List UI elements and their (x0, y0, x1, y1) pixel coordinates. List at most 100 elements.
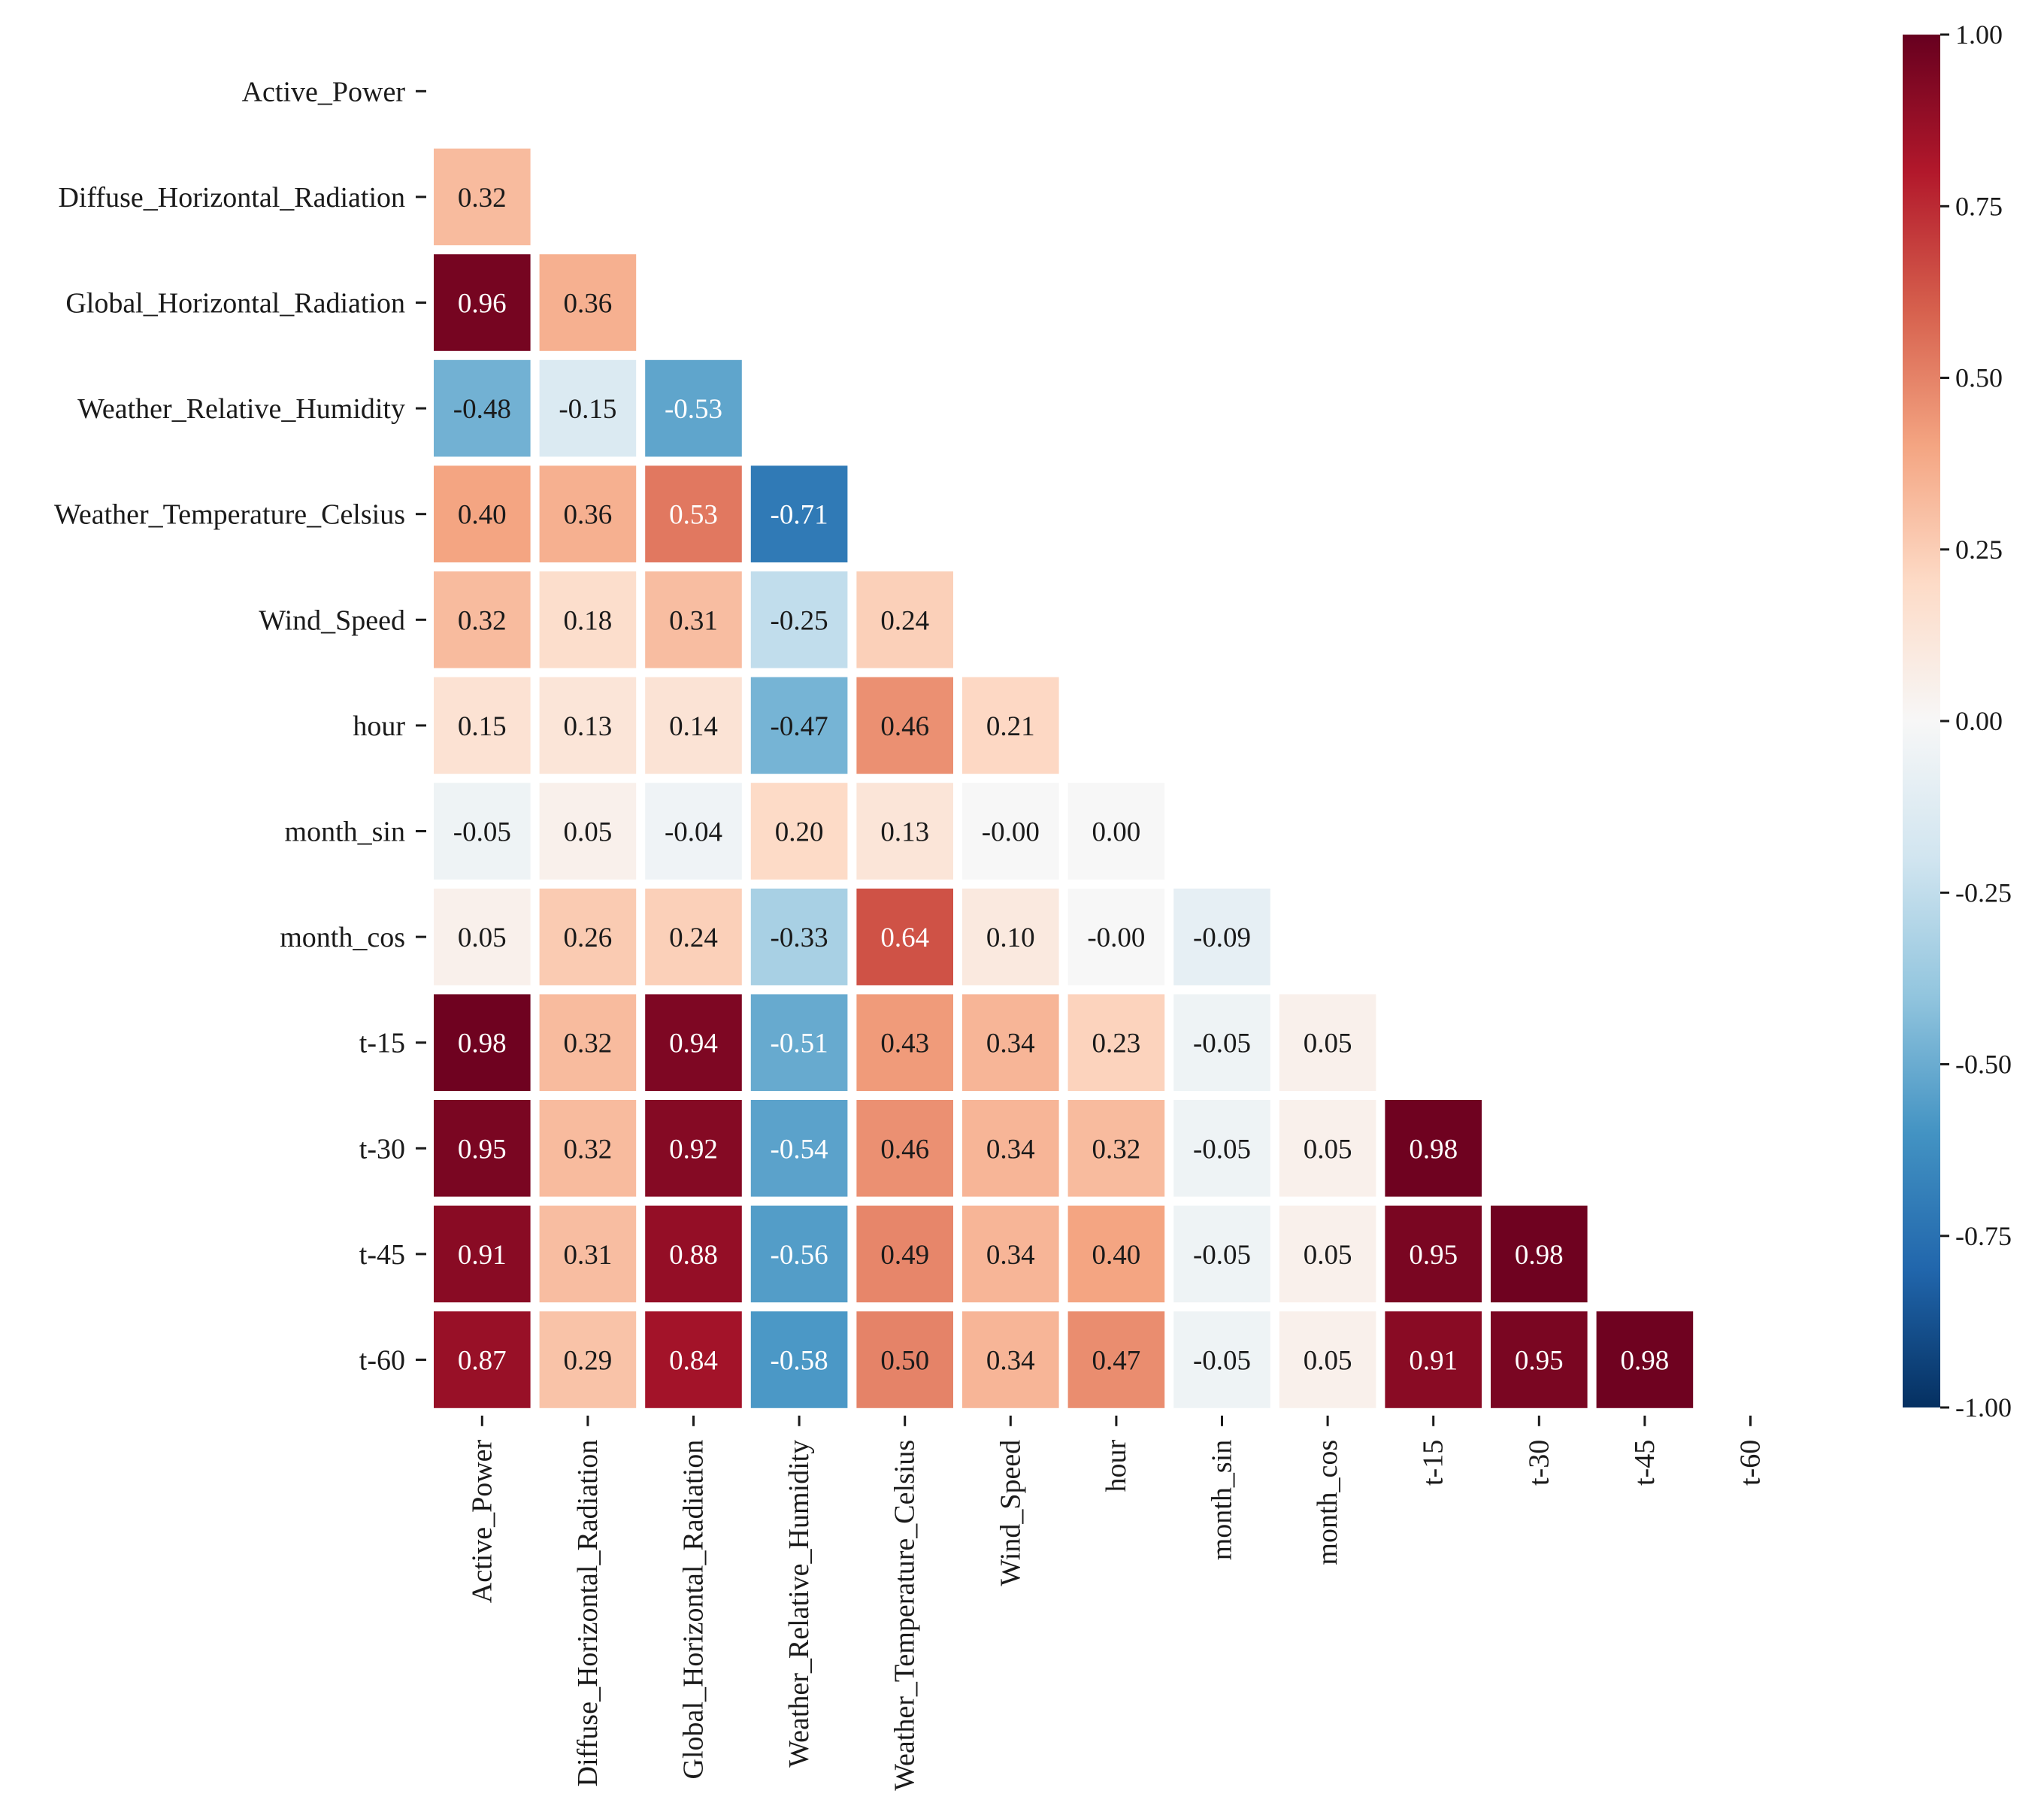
colorbar-tick-label-0: 1.00 (1955, 20, 2003, 50)
heatmap-cell-label-7-4: 0.13 (880, 817, 929, 848)
heatmap-cell-6-2 (645, 677, 742, 774)
heatmap-cell-9-8 (1279, 994, 1376, 1091)
y-tick-label-12: t-60 (359, 1345, 405, 1377)
heatmap-cell-label-10-6: 0.32 (1092, 1134, 1141, 1165)
heatmap-cell-5-0 (434, 571, 531, 668)
heatmap-cell-label-11-8: 0.05 (1304, 1240, 1352, 1271)
heatmap-cell-6-3 (750, 677, 848, 774)
x-tick-label-5: Wind_Speed (995, 1440, 1026, 1586)
heatmap-cell-7-3 (750, 783, 848, 880)
heatmap-cell-3-0 (434, 359, 531, 457)
heatmap-cell-12-0 (434, 1311, 531, 1408)
y-tick-label-3: Weather_Relative_Humidity (77, 393, 405, 425)
heatmap-cell-12-3 (750, 1311, 848, 1408)
heatmap-cell-label-12-4: 0.50 (880, 1346, 929, 1377)
heatmap-cell-7-5 (962, 783, 1059, 880)
heatmap-cell-label-11-1: 0.31 (564, 1240, 613, 1271)
colorbar: 1.00 0.75 0.50 0.25 0.00 -0.25 -0.50 -0.75 -1.00 (1903, 20, 2012, 1423)
heatmap-cell-label-12-0: 0.87 (458, 1346, 507, 1377)
heatmap-cell-label-10-8: 0.05 (1304, 1134, 1352, 1165)
heatmap-cell-5-2 (645, 571, 742, 668)
y-tick-label-2: Global_Horizontal_Radiation (65, 288, 405, 320)
heatmap-cell-label-11-2: 0.88 (669, 1240, 718, 1271)
heatmap-cell-label-10-4: 0.46 (880, 1134, 929, 1165)
x-axis: Active_Power Diffuse_Horizontal_Radiation… (466, 1415, 1767, 1791)
heatmap-cell-labels: 0.32 0.96 0.36 -0.48 -0.15 -0.53 0.40 0.36 0.53 -… (453, 183, 1670, 1377)
heatmap-cell-label-3-1: -0.15 (559, 394, 616, 425)
heatmap-cell-label-6-3: -0.47 (771, 711, 828, 742)
heatmap-cell-6-0 (434, 677, 531, 774)
heatmap-cell-label-5-0: 0.32 (458, 605, 507, 636)
heatmap-cell-label-9-5: 0.34 (986, 1029, 1035, 1059)
colorbar-tick-label-4: 0.00 (1955, 706, 2003, 736)
heatmap-cell-7-6 (1067, 783, 1165, 880)
heatmap-cell-8-3 (750, 888, 848, 986)
heatmap-cell-label-10-7: -0.05 (1193, 1134, 1251, 1165)
heatmap-cell-label-9-6: 0.23 (1092, 1029, 1141, 1059)
heatmap-cell-label-8-1: 0.26 (564, 923, 613, 953)
y-tick-label-4: Weather_Temperature_Celsius (54, 499, 405, 531)
heatmap-cell-11-0 (434, 1205, 531, 1303)
y-tick-label-10: t-30 (359, 1133, 405, 1165)
heatmap-cell-9-3 (750, 994, 848, 1091)
x-tick-label-4: Weather_Temperature_Celsius (889, 1440, 921, 1791)
heatmap-cell-label-11-4: 0.49 (880, 1240, 929, 1271)
colorbar-tick-label-1: 0.75 (1955, 191, 2003, 221)
heatmap-cell-label-8-0: 0.05 (458, 923, 507, 953)
heatmap-cell-12-2 (645, 1311, 742, 1408)
heatmap-cell-8-7 (1173, 888, 1270, 986)
heatmap-cells (434, 148, 1694, 1408)
heatmap-cell-label-9-8: 0.05 (1304, 1029, 1352, 1059)
heatmap-cell-label-9-7: -0.05 (1193, 1029, 1251, 1059)
x-tick-label-8: month_cos (1312, 1440, 1343, 1565)
heatmap-cell-9-6 (1067, 994, 1165, 1091)
heatmap-cell-12-11 (1596, 1311, 1694, 1408)
colorbar-tick-label-7: -0.75 (1955, 1221, 2012, 1251)
heatmap-cell-11-4 (856, 1205, 953, 1303)
y-tick-label-8: month_cos (280, 922, 405, 953)
heatmap-cell-11-8 (1279, 1205, 1376, 1303)
heatmap-cell-7-2 (645, 783, 742, 880)
colorbar-tick-label-2: 0.50 (1955, 363, 2003, 393)
heatmap-cell-12-9 (1385, 1311, 1482, 1408)
heatmap-cell-label-7-3: 0.20 (775, 817, 824, 848)
heatmap-cell-label-8-5: 0.10 (986, 923, 1035, 953)
x-tick-label-10: t-30 (1523, 1440, 1555, 1486)
y-tick-label-0: Active_Power (242, 76, 406, 108)
heatmap-cell-label-12-2: 0.84 (669, 1346, 718, 1377)
heatmap-cell-label-8-4: 0.64 (880, 923, 929, 953)
heatmap-cell-label-2-0: 0.96 (458, 289, 507, 320)
colorbar-tick-label-8: -1.00 (1955, 1392, 2012, 1423)
x-tick-label-9: t-15 (1418, 1440, 1449, 1486)
heatmap-cell-12-6 (1067, 1311, 1165, 1408)
heatmap-cell-6-4 (856, 677, 953, 774)
colorbar-tick-label-3: 0.25 (1955, 535, 2003, 565)
heatmap-cell-label-12-8: 0.05 (1304, 1346, 1352, 1377)
heatmap-cell-label-9-4: 0.43 (880, 1029, 929, 1059)
heatmap-cell-9-5 (962, 994, 1059, 1091)
heatmap-cell-5-1 (539, 571, 637, 668)
heatmap-cell-label-7-6: 0.00 (1092, 817, 1141, 848)
y-axis: Active_Power Diffuse_Horizontal_Radiation… (54, 76, 426, 1377)
heatmap-cell-label-11-6: 0.40 (1092, 1240, 1141, 1271)
heatmap-cell-label-10-0: 0.95 (458, 1134, 507, 1165)
heatmap-cell-9-0 (434, 994, 531, 1091)
heatmap-cell-9-1 (539, 994, 637, 1091)
heatmap-cell-label-3-2: -0.53 (665, 394, 722, 425)
heatmap-cell-label-12-6: 0.47 (1092, 1346, 1141, 1377)
heatmap-cell-label-7-2: -0.04 (665, 817, 722, 848)
heatmap-cell-label-10-5: 0.34 (986, 1134, 1035, 1165)
colorbar-gradient (1903, 35, 1940, 1407)
heatmap-cell-label-11-3: -0.56 (771, 1240, 828, 1271)
heatmap-cell-10-3 (750, 1100, 848, 1197)
heatmap-cell-label-4-0: 0.40 (458, 500, 507, 531)
heatmap-cell-label-11-9: 0.95 (1409, 1240, 1458, 1271)
colorbar-tick-label-6: -0.50 (1955, 1050, 2012, 1080)
heatmap-cell-3-2 (645, 359, 742, 457)
heatmap-cell-2-0 (434, 254, 531, 351)
heatmap-cell-10-1 (539, 1100, 637, 1197)
heatmap-cell-label-8-3: -0.33 (771, 923, 828, 953)
heatmap-cell-label-9-2: 0.94 (669, 1029, 718, 1059)
heatmap-cell-label-12-1: 0.29 (564, 1346, 613, 1377)
